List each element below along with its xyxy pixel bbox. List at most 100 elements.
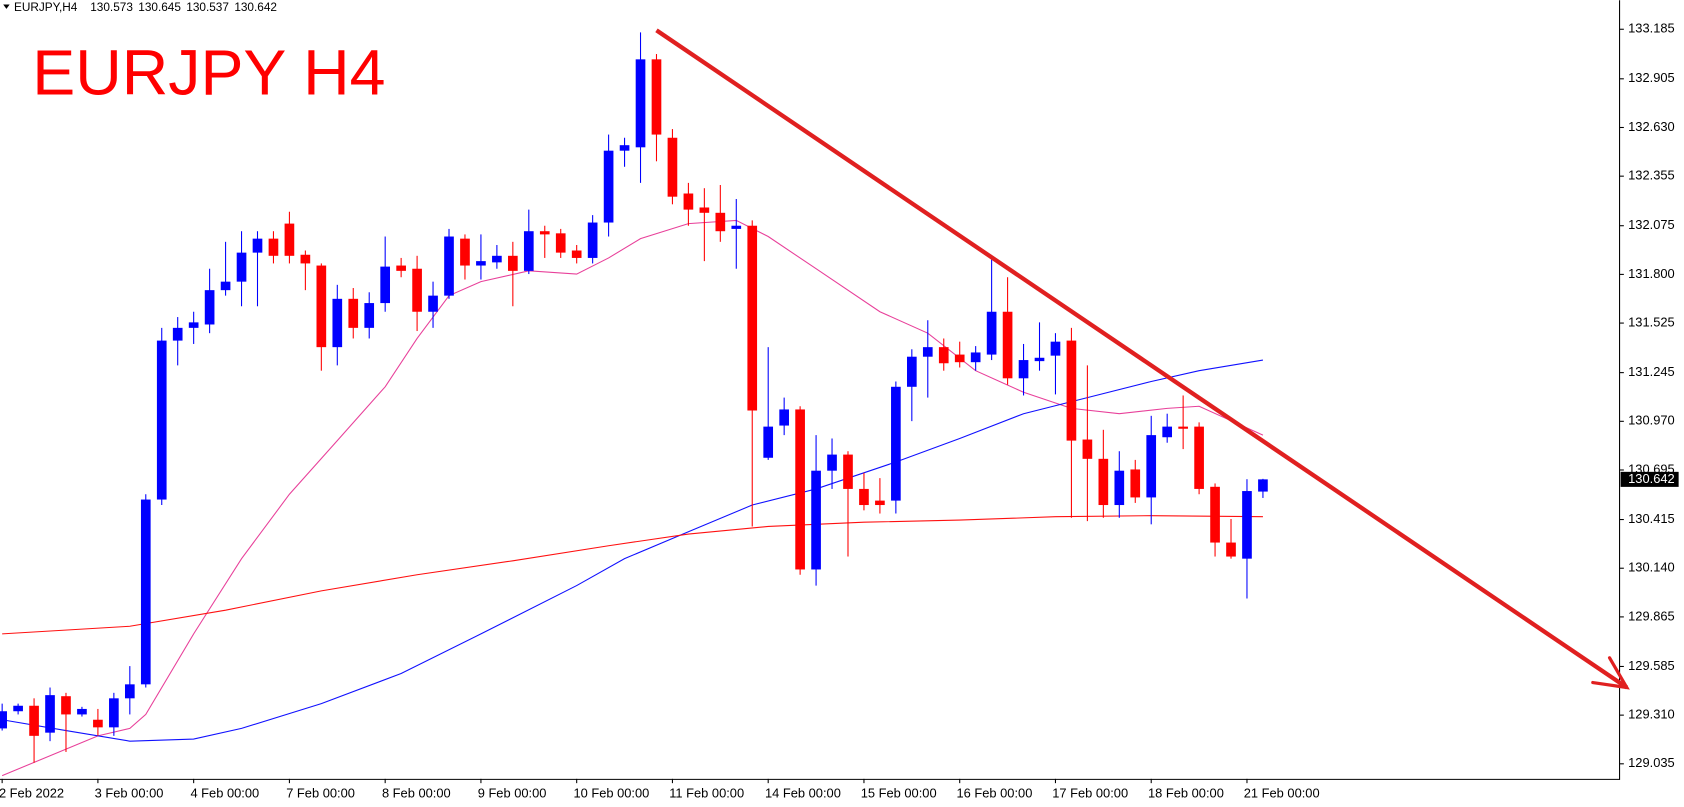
candle-body [412,268,422,312]
candle-body [1258,479,1268,492]
candle-body [172,327,183,341]
candle-body [348,298,359,328]
candle-body [93,719,103,728]
x-tick-label: 8 Feb 00:00 [382,785,451,800]
candle-body [236,252,247,282]
candle-body [268,238,279,256]
x-tick-label: 18 Feb 00:00 [1148,785,1224,800]
candle-body [1162,426,1173,438]
candle-body [1082,439,1093,459]
candle-body [523,231,534,271]
candle-body [396,265,406,271]
candle-body [61,696,71,715]
candle-body [300,254,311,264]
candle-body [539,231,550,235]
candle-body [571,250,582,258]
candle-body [843,454,853,489]
x-tick-label: 15 Feb 00:00 [861,785,937,800]
candle-body [986,311,997,355]
x-tick-label: 17 Feb 00:00 [1052,785,1128,800]
y-tick-label: 132.075 [1628,217,1675,232]
last-price-label: 130.642 [1628,471,1675,486]
candle-body [1034,357,1045,362]
x-tick-label: 9 Feb 00:00 [478,785,547,800]
x-tick-label: 2 Feb 2022 [0,785,64,800]
candle-body [460,238,470,266]
candle-body [332,298,343,348]
candle-body [811,470,821,570]
header-price: 130.642 [234,0,277,14]
candle-body [1018,360,1029,379]
candle-body [906,356,917,387]
candle-body [1242,491,1252,559]
candle-body [1210,486,1220,543]
candle-body [156,340,167,500]
candle-body [715,212,726,232]
candle-body [875,500,885,506]
candle-body [954,354,965,363]
y-tick-label: 132.905 [1628,70,1675,85]
candle-body [444,236,454,296]
moving-average [2,515,1263,635]
candle-body [827,454,837,471]
candle-body [731,225,742,229]
candle-body [938,347,949,364]
trend-line [655,28,1629,690]
candle-body [651,59,662,135]
candle-body [555,233,566,253]
y-tick-label: 130.140 [1628,560,1675,575]
candle-body [109,698,119,728]
x-tick-label: 3 Feb 00:00 [95,785,164,800]
candle-body [587,222,598,258]
candle-body [970,352,981,363]
moving-average [1,219,1264,777]
header-price: 130.645 [138,0,181,14]
y-tick-label: 129.310 [1628,707,1675,722]
candle-body [1114,470,1125,506]
candle-body [699,207,710,213]
candle-body [252,238,263,253]
candle-body [380,266,391,304]
x-tick-label: 7 Feb 00:00 [286,785,355,800]
y-tick-label: 132.355 [1628,168,1675,183]
candle-body [476,261,486,266]
candle-body [1002,311,1013,379]
candle-body [316,265,327,348]
candle-body [45,695,55,733]
candle-body [428,295,438,312]
candle-body [1098,458,1109,506]
candle-body [922,347,933,357]
candle-body [0,711,7,729]
candle-body [1066,340,1077,441]
candle-body [859,488,869,506]
chart-title: EURJPY H4 [32,37,385,109]
y-tick-label: 132.630 [1628,119,1675,134]
candle-body [140,499,151,685]
candle-body [891,386,901,501]
last-price-box [1620,471,1679,487]
y-tick-label: 129.865 [1628,608,1675,623]
x-tick-label: 4 Feb 00:00 [190,785,259,800]
x-tick-label: 11 Feb 00:00 [669,785,744,800]
candle-body [747,225,758,411]
header-price: 130.573 [90,0,133,14]
candle-body [204,290,215,325]
candle-body [1194,426,1204,489]
y-tick-label: 131.245 [1628,364,1675,379]
candle-body [124,684,135,699]
candle-body [1178,426,1188,429]
candle-body [188,322,199,328]
candle-body [29,705,39,736]
candle-body [508,255,518,271]
trend-arrowhead [1591,656,1630,690]
candle-body [13,705,23,712]
x-tick-label: 10 Feb 00:00 [573,785,649,800]
candle-body [1226,542,1236,557]
candle-body [1130,469,1141,498]
x-tick-label: 14 Feb 00:00 [765,785,841,800]
candle-body [220,281,231,291]
header-price: 130.537 [186,0,229,14]
candle-body [763,426,774,458]
